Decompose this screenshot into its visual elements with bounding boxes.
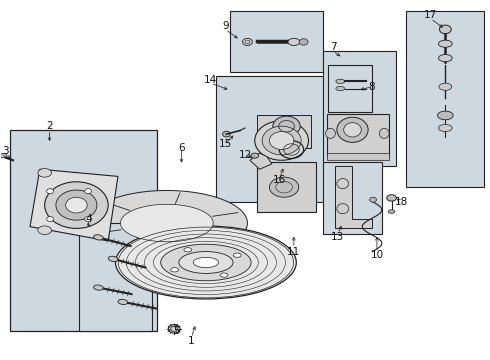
Ellipse shape — [439, 125, 452, 132]
Ellipse shape — [326, 129, 335, 138]
Text: 2: 2 — [46, 121, 53, 131]
Text: 17: 17 — [424, 10, 437, 20]
Text: 5: 5 — [173, 325, 180, 336]
FancyBboxPatch shape — [216, 76, 333, 202]
FancyBboxPatch shape — [328, 65, 372, 112]
Ellipse shape — [387, 195, 396, 201]
Text: 15: 15 — [219, 139, 232, 149]
Polygon shape — [86, 190, 247, 234]
Ellipse shape — [288, 39, 300, 45]
Text: 12: 12 — [238, 150, 252, 160]
Ellipse shape — [233, 253, 241, 257]
FancyBboxPatch shape — [230, 12, 323, 72]
Ellipse shape — [299, 39, 308, 45]
Ellipse shape — [0, 153, 7, 158]
Ellipse shape — [222, 131, 230, 137]
Ellipse shape — [94, 235, 103, 240]
Ellipse shape — [168, 324, 180, 333]
FancyBboxPatch shape — [327, 153, 389, 160]
Ellipse shape — [38, 226, 51, 234]
FancyBboxPatch shape — [257, 162, 316, 212]
Text: 6: 6 — [178, 143, 185, 153]
Ellipse shape — [379, 129, 389, 138]
Ellipse shape — [439, 40, 452, 47]
Ellipse shape — [94, 285, 103, 290]
Polygon shape — [30, 169, 118, 241]
FancyBboxPatch shape — [323, 162, 382, 234]
Ellipse shape — [193, 257, 219, 267]
Ellipse shape — [336, 79, 344, 84]
FancyBboxPatch shape — [257, 116, 311, 148]
Ellipse shape — [270, 132, 294, 149]
Ellipse shape — [85, 216, 92, 221]
Ellipse shape — [438, 111, 453, 120]
Ellipse shape — [440, 25, 451, 34]
Ellipse shape — [255, 121, 309, 160]
Ellipse shape — [179, 252, 233, 274]
Text: 1: 1 — [188, 336, 195, 346]
Ellipse shape — [56, 190, 97, 220]
FancyBboxPatch shape — [327, 114, 389, 157]
Ellipse shape — [439, 83, 452, 90]
Ellipse shape — [336, 86, 344, 91]
Ellipse shape — [45, 182, 108, 228]
Ellipse shape — [251, 153, 259, 158]
Text: 13: 13 — [331, 232, 344, 242]
Text: 18: 18 — [395, 197, 408, 207]
Ellipse shape — [220, 273, 228, 277]
Ellipse shape — [118, 299, 128, 305]
FancyBboxPatch shape — [406, 12, 485, 187]
FancyBboxPatch shape — [10, 130, 157, 330]
Ellipse shape — [38, 168, 51, 177]
Text: 11: 11 — [287, 247, 300, 257]
Text: 10: 10 — [370, 250, 384, 260]
FancyBboxPatch shape — [323, 51, 396, 166]
Ellipse shape — [47, 216, 53, 221]
Ellipse shape — [270, 177, 299, 197]
Ellipse shape — [85, 189, 92, 194]
Ellipse shape — [243, 39, 252, 45]
Text: 7: 7 — [330, 42, 336, 52]
Ellipse shape — [369, 197, 376, 202]
Text: 8: 8 — [369, 82, 375, 92]
Ellipse shape — [184, 248, 192, 252]
Polygon shape — [121, 204, 213, 242]
Text: 4: 4 — [85, 215, 92, 224]
Polygon shape — [250, 153, 272, 169]
Ellipse shape — [66, 197, 87, 213]
Text: 16: 16 — [272, 175, 286, 185]
Ellipse shape — [47, 189, 53, 194]
Ellipse shape — [262, 126, 301, 155]
Ellipse shape — [439, 54, 452, 62]
Text: 14: 14 — [204, 75, 218, 85]
Ellipse shape — [388, 210, 395, 213]
Ellipse shape — [343, 123, 361, 137]
Ellipse shape — [171, 267, 178, 272]
Ellipse shape — [161, 244, 251, 281]
Ellipse shape — [116, 226, 296, 299]
Ellipse shape — [273, 116, 300, 136]
FancyBboxPatch shape — [79, 223, 152, 330]
Ellipse shape — [108, 256, 118, 262]
Text: 3: 3 — [2, 146, 9, 156]
Ellipse shape — [337, 117, 368, 142]
Polygon shape — [335, 166, 372, 228]
Text: 9: 9 — [222, 21, 229, 31]
